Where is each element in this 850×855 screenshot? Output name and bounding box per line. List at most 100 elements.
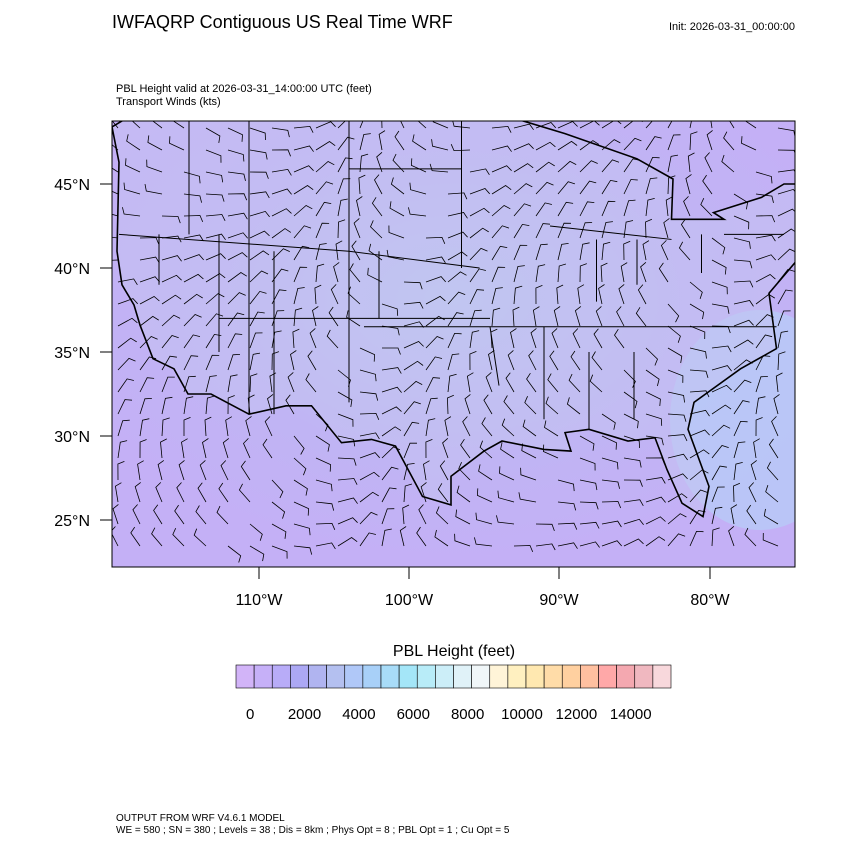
wind-barb	[711, 404, 732, 415]
wind-barb	[315, 522, 336, 530]
wind-barb	[112, 526, 119, 547]
wind-barb	[287, 372, 295, 393]
wind-barb	[160, 438, 167, 459]
wind-barb	[660, 240, 669, 261]
wind-barb	[403, 401, 421, 415]
wind-barb	[117, 461, 125, 481]
wind-barb	[680, 218, 691, 239]
wind-barb	[689, 530, 704, 547]
wind-barb	[678, 241, 691, 261]
wind-barb	[434, 529, 449, 547]
wind-barb	[447, 312, 464, 327]
wind-barb	[689, 281, 703, 300]
wind-barb	[429, 163, 449, 173]
wind-barb	[359, 532, 376, 547]
wind-barb	[293, 185, 314, 195]
colorbar-title: PBL Height (feet)	[393, 643, 515, 660]
wind-barb	[359, 369, 377, 382]
wind-barb	[425, 356, 443, 371]
wind-barb	[755, 234, 776, 242]
wind-barb	[601, 159, 620, 173]
wind-barb	[293, 165, 314, 173]
wind-barb	[112, 121, 119, 129]
wind-barb	[403, 341, 424, 349]
wind-barb	[447, 192, 468, 200]
wind-barb	[501, 418, 515, 437]
wind-barb	[161, 417, 170, 437]
wind-barb	[381, 426, 402, 437]
wind-barb	[710, 121, 713, 129]
wind-barb	[711, 527, 720, 547]
wind-barb	[403, 360, 424, 371]
wind-barb	[600, 262, 608, 283]
wind-barb	[488, 350, 495, 371]
wind-barb	[733, 319, 754, 327]
wind-barb	[358, 174, 366, 195]
wind-barb	[326, 329, 339, 349]
wind-barb	[381, 528, 392, 547]
wind-barb	[402, 504, 410, 525]
wind-barb	[183, 215, 204, 223]
wind-barb	[117, 278, 138, 286]
wind-barb	[403, 463, 415, 481]
wind-barb	[535, 543, 556, 551]
wind-barb	[337, 478, 358, 485]
wind-barb	[227, 333, 243, 349]
colorbar-box	[543, 664, 563, 689]
wind-barb	[579, 140, 600, 151]
wind-barb	[687, 152, 695, 173]
wind-barb	[689, 325, 706, 340]
wind-barb	[205, 149, 222, 163]
wind-barb	[293, 125, 314, 133]
wind-barb	[570, 350, 581, 371]
wind-barb	[315, 121, 336, 129]
wind-barb	[447, 373, 457, 393]
wind-barb	[689, 429, 710, 437]
wind-barb	[249, 311, 265, 327]
wind-barb	[205, 193, 225, 202]
wind-barb	[416, 526, 427, 547]
wind-barb	[553, 306, 561, 327]
wind-barb	[579, 201, 595, 217]
wind-barb	[112, 236, 119, 239]
wind-barb	[447, 251, 468, 261]
wind-barb	[733, 259, 753, 269]
wind-barb	[389, 201, 405, 217]
wind-barb	[741, 136, 757, 151]
wind-barb	[123, 182, 141, 195]
wind-barb	[431, 139, 449, 151]
wind-barb	[623, 158, 640, 173]
wind-barb	[315, 457, 332, 472]
wind-barb	[623, 199, 636, 217]
wind-barb	[417, 121, 427, 129]
wind-barb	[390, 177, 405, 195]
wind-barb	[132, 504, 141, 525]
wind-barb	[205, 214, 226, 221]
map-frame	[111, 120, 796, 568]
wind-barb	[309, 328, 317, 349]
wind-barb	[466, 372, 474, 393]
wind-barb	[403, 321, 424, 328]
wind-barb	[293, 266, 308, 283]
wind-barb	[755, 314, 774, 327]
wind-barb	[403, 301, 424, 309]
wind-barb	[733, 215, 750, 230]
wind-barb	[474, 537, 493, 547]
wind-barb	[503, 395, 515, 415]
wind-barb	[491, 266, 506, 283]
colorbar-box	[416, 664, 436, 689]
wind-barb	[748, 482, 757, 503]
wind-barb	[755, 293, 776, 305]
wind-barb	[139, 256, 160, 264]
wind-barb	[204, 416, 212, 437]
wind-barb	[689, 510, 706, 525]
wind-barb	[711, 424, 731, 437]
wind-barb	[469, 309, 482, 327]
wind-barb	[249, 270, 269, 283]
wind-barb	[777, 208, 795, 217]
wind-barb	[381, 303, 399, 316]
wind-barb	[249, 523, 263, 541]
wind-barb	[435, 506, 449, 525]
wind-barb	[349, 263, 361, 283]
